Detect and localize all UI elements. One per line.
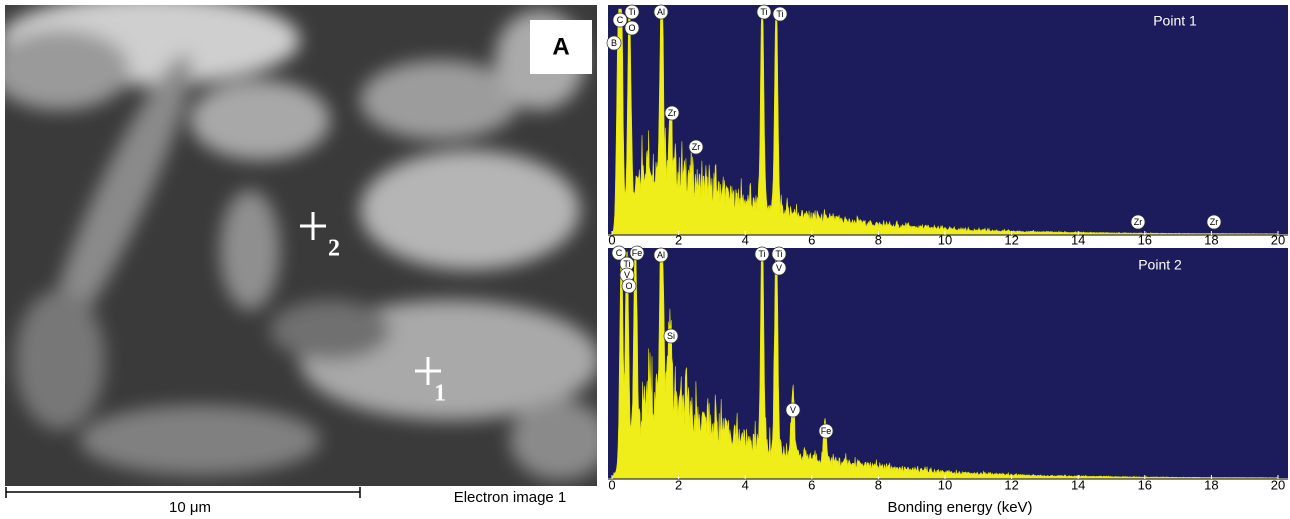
x-tick-label: 12: [1004, 477, 1018, 492]
markers: [300, 212, 441, 385]
peak-label-circle: [663, 328, 679, 344]
peak-label: Fe: [632, 248, 643, 258]
spectrum: [611, 8, 1279, 235]
x-tick-label: 16: [1138, 477, 1152, 492]
peak-label: C: [616, 248, 623, 258]
peak-label-circle: [785, 402, 801, 418]
peak-label: Ti: [623, 259, 630, 269]
peak-label-circle: [771, 260, 787, 276]
peak-label-circle: [772, 6, 788, 22]
x-tick-label: 2: [675, 232, 682, 247]
peak-label: C: [617, 15, 624, 25]
peak-label: O: [625, 281, 632, 291]
peak-label: Ti: [758, 249, 765, 259]
panel-b: B Bonding energy (keV) 02468101214161820…: [606, 4, 1288, 516]
panel-label-box: [530, 20, 592, 74]
peak-label-circle: [1130, 214, 1146, 230]
x-tick-label: 16: [1138, 232, 1152, 247]
scale-bar-label: 10 μm: [169, 499, 211, 516]
x-tick-label: 8: [875, 477, 882, 492]
marker-label: 1: [434, 381, 446, 407]
x-tick-label: 0: [608, 232, 615, 247]
peak-label-circle: [621, 278, 637, 294]
x-tick-label: 18: [1204, 232, 1218, 247]
x-tick-label: 10: [938, 232, 952, 247]
x-tick-label: 6: [808, 477, 815, 492]
panel-label: A: [552, 33, 569, 60]
peak-label-circle: [606, 35, 622, 51]
peak-label: Ti: [775, 249, 782, 259]
peak-label-circle: [612, 12, 628, 28]
x-tick-label: 4: [742, 477, 749, 492]
peak-label: Ti: [760, 7, 767, 17]
x-tick-label: 20: [1271, 232, 1285, 247]
peak-label: V: [790, 405, 796, 415]
scale-bar: [5, 487, 361, 498]
peak-label-circle: [624, 4, 640, 20]
peak-label: Zr: [1210, 217, 1219, 227]
peak-label-circle: [756, 4, 772, 20]
x-tick-label: 20: [1271, 477, 1285, 492]
x-axis-label: Bonding energy (keV): [887, 499, 1032, 516]
peak-label: Si: [667, 331, 675, 341]
peak-label: Ti: [776, 9, 783, 19]
peak-label-circle: [688, 139, 704, 155]
peak-label: Zr: [668, 108, 677, 118]
peak-label: V: [624, 270, 630, 280]
x-tick-label: 4: [742, 232, 749, 247]
sem-texture: [5, 5, 597, 480]
peak-label: Ti: [628, 7, 635, 17]
peak-label: Al: [657, 250, 665, 260]
marker-label: 2: [328, 236, 340, 262]
x-tick-label: 12: [1004, 232, 1018, 247]
x-tick-label: 0: [608, 477, 615, 492]
x-tick-label: 18: [1204, 477, 1218, 492]
peak-label: V: [776, 263, 782, 273]
peak-label-circle: [1206, 214, 1222, 230]
spectrum: [611, 251, 1279, 479]
x-tick-label: 14: [1071, 232, 1085, 247]
peak-label: B: [611, 38, 617, 48]
peak-label-circle: [624, 20, 640, 36]
peak-label-circle: [611, 245, 627, 261]
peak-label: Fe: [821, 426, 832, 436]
x-tick-label: 2: [675, 477, 682, 492]
peak-label-circle: [629, 245, 645, 261]
peak-label-circle: [818, 423, 834, 439]
peak-label-circle: [664, 105, 680, 121]
x-tick-label: 10: [938, 477, 952, 492]
spectrum-title: Point 1: [1153, 13, 1197, 29]
peak-label-circle: [754, 246, 770, 262]
peak-label-circle: [653, 4, 669, 20]
x-tick-label: 8: [875, 232, 882, 247]
peak-label: Zr: [692, 142, 701, 152]
peak-label: Al: [657, 7, 665, 17]
x-tick-label: 14: [1071, 477, 1085, 492]
x-tick-label: 6: [808, 232, 815, 247]
caption: Electron image 1: [454, 489, 567, 506]
peak-label: O: [628, 23, 635, 33]
spectrum-title: Point 2: [1138, 257, 1182, 273]
peak-label-circle: [653, 247, 669, 263]
peak-label: Zr: [1134, 217, 1143, 227]
panel-a: 2 1 A 10 μm Electron image 1: [5, 5, 597, 516]
